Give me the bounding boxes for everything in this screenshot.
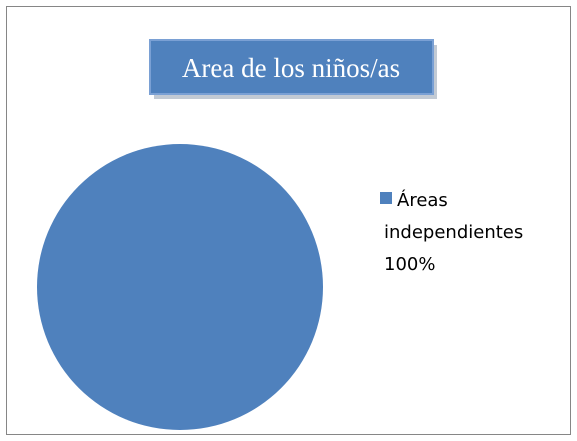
pie-slice — [37, 144, 323, 430]
chart-title: Area de los niños/as — [182, 53, 400, 83]
title-box — [149, 39, 434, 95]
data-label: 100% — [384, 254, 435, 275]
legend-swatch — [380, 192, 392, 204]
legend-label: Áreas independientes — [384, 189, 523, 243]
